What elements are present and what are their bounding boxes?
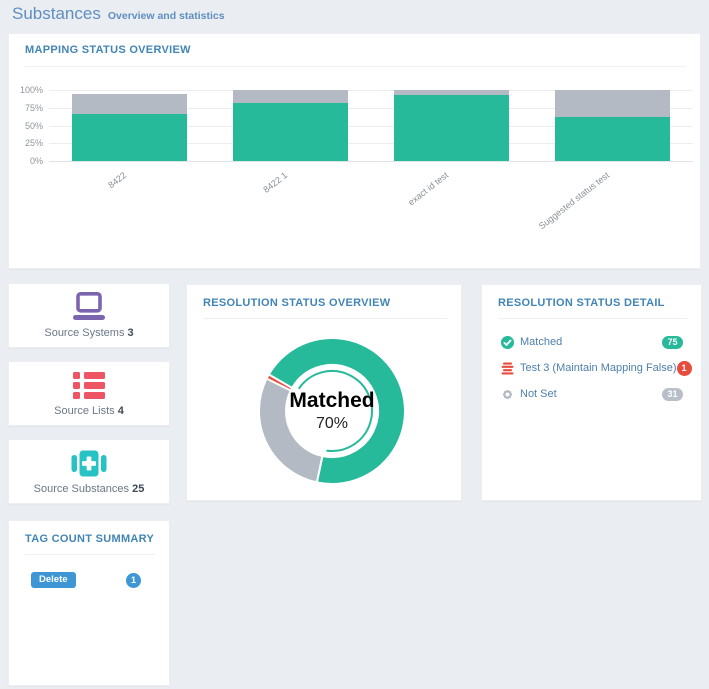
page-title: Substances	[12, 4, 101, 23]
bar-segment-green-segment[interactable]	[71, 114, 188, 161]
gridline	[49, 161, 693, 162]
card-label: Source Lists 4	[54, 405, 124, 417]
gridline	[49, 90, 693, 91]
donut-slice-test-3-maintain-mapping-false[interactable]	[265, 373, 294, 392]
card-label: Source Substances 25	[33, 483, 145, 495]
summary-card-source-systems: Source Systems 3	[8, 283, 170, 348]
list-icon	[73, 370, 105, 400]
resolution-overview-panel: RESOLUTION STATUS OVERVIEW Matched 70%	[186, 284, 462, 501]
x-axis-label: 8422	[105, 170, 128, 191]
detail-item-matched[interactable]: Matched 75	[500, 329, 683, 355]
bar-group-8422-1[interactable]	[210, 90, 371, 161]
stacked-bar[interactable]	[393, 90, 510, 161]
bar-segment-grey-segment[interactable]	[554, 90, 671, 117]
y-axis-tick: 75%	[24, 102, 43, 113]
panel-divider	[25, 554, 155, 555]
y-axis-tick: 0%	[29, 156, 43, 166]
gridline	[49, 107, 693, 109]
medkit-icon	[70, 448, 108, 478]
donut-slice-not-set[interactable]	[258, 377, 324, 484]
resolution-detail-title: RESOLUTION STATUS DETAIL	[498, 297, 665, 309]
donut-highlight-ring	[298, 370, 373, 452]
tag-count-title: TAG COUNT SUMMARY	[25, 533, 155, 545]
panel-divider	[203, 318, 447, 319]
y-axis-tick: 25%	[24, 138, 43, 149]
gridline	[49, 143, 693, 145]
card-label: Source Systems 3	[44, 327, 134, 339]
check-circle-icon	[500, 335, 514, 349]
tag-count-badge: 1	[126, 572, 141, 588]
count-badge: 75	[662, 335, 683, 349]
mapping-panel-title: MAPPING STATUS OVERVIEW	[25, 44, 191, 56]
page-header: Substances Overview and statistics	[12, 4, 225, 24]
gridline	[49, 125, 693, 127]
donut-slice-matched[interactable]	[267, 336, 406, 485]
tag-count-panel: TAG COUNT SUMMARY Delete 1	[8, 520, 170, 686]
mapping-status-bar-chart: 0% 25% 50% 75% 100% 8422 8422 1 exact id test Su…	[20, 85, 693, 231]
page-subtitle: Overview and statistics	[107, 10, 225, 22]
resolution-detail-panel: RESOLUTION STATUS DETAIL Matched 75 Test …	[481, 284, 702, 501]
x-axis-label: Suggested status test	[536, 170, 611, 232]
gear-icon	[500, 388, 514, 401]
summary-card-source-lists: Source Lists 4	[8, 361, 170, 426]
detail-item-test-3-maintain-mapping-false[interactable]: Test 3 (Maintain Mapping False) 1	[500, 355, 692, 381]
x-axis-label: exact id test	[405, 170, 450, 208]
x-axis-label: 8422 1	[260, 170, 289, 195]
detail-item-label: Test 3 (Maintain Mapping False)	[520, 362, 677, 374]
resolution-overview-title: RESOLUTION STATUS OVERVIEW	[203, 297, 391, 309]
bar-group-suggested-status-test[interactable]	[532, 90, 693, 161]
panel-divider	[25, 66, 686, 67]
bar-group-exact-id-test[interactable]	[371, 90, 532, 161]
card-count: 4	[117, 405, 124, 417]
bar-segment-green-segment[interactable]	[554, 116, 671, 161]
tag-item-delete: Delete 1	[31, 569, 141, 591]
bar-segment-green-segment[interactable]	[393, 94, 510, 161]
stacked-bar[interactable]	[232, 90, 349, 161]
bar-segment-grey-segment[interactable]	[393, 90, 510, 95]
y-axis-tick: 100%	[19, 85, 43, 95]
resolution-status-donut-chart: Matched 70%	[252, 331, 412, 491]
card-count: 3	[127, 327, 134, 339]
card-count: 25	[132, 483, 145, 495]
panel-divider	[498, 318, 687, 319]
count-badge: 1	[676, 360, 692, 376]
bar-group-8422[interactable]	[49, 90, 210, 161]
y-axis-tick: 50%	[24, 120, 43, 131]
bar-segment-grey-segment[interactable]	[232, 90, 349, 103]
detail-item-not-set[interactable]: Not Set 31	[500, 381, 683, 407]
stacked-bar[interactable]	[554, 90, 671, 161]
laptop-icon	[69, 292, 109, 322]
count-badge: 31	[662, 387, 683, 401]
stacked-bar[interactable]	[71, 90, 188, 161]
bar-segment-green-segment[interactable]	[232, 102, 349, 161]
tag-count-list: Delete 1	[31, 569, 141, 591]
detail-item-label: Matched	[520, 336, 563, 348]
mapping-status-panel: MAPPING STATUS OVERVIEW 0% 25% 50% 75% 100% 8…	[8, 33, 701, 269]
detail-item-label: Not Set	[520, 388, 557, 400]
stack-icon	[500, 362, 514, 375]
bar-segment-grey-segment[interactable]	[71, 93, 188, 115]
summary-card-source-substances: Source Substances 25	[8, 439, 170, 504]
resolution-detail-list: Matched 75 Test 3 (Maintain Mapping False…	[500, 329, 692, 407]
tag-badge-delete: Delete	[31, 572, 76, 588]
